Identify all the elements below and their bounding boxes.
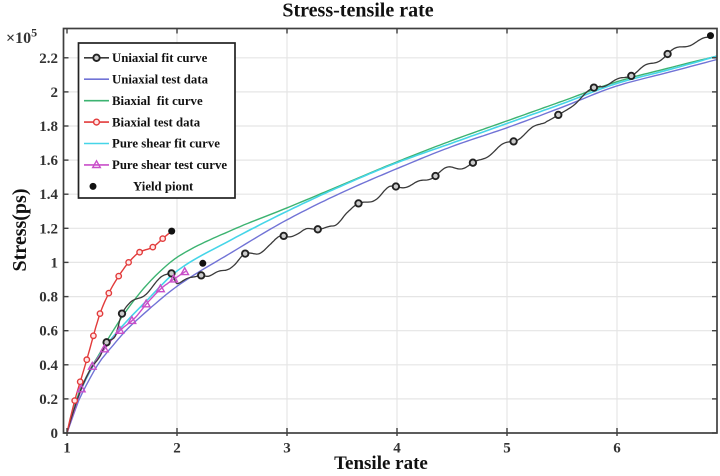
- svg-text:×105: ×105: [6, 26, 37, 48]
- svg-text:1.8: 1.8: [39, 119, 58, 135]
- svg-text:Biaxial test data: Biaxial test data: [112, 115, 201, 129]
- svg-text:1.6: 1.6: [39, 153, 58, 169]
- svg-text:Pure shear test curve: Pure shear test curve: [112, 158, 227, 172]
- svg-text:0.4: 0.4: [39, 358, 58, 374]
- svg-text:Stress(ps): Stress(ps): [9, 189, 31, 272]
- svg-text:1: 1: [51, 255, 59, 271]
- svg-text:0.2: 0.2: [39, 392, 58, 408]
- svg-text:4: 4: [393, 441, 401, 457]
- svg-text:2: 2: [51, 85, 59, 101]
- svg-text:6: 6: [613, 441, 621, 457]
- svg-text:2.2: 2.2: [39, 51, 58, 67]
- svg-text:0.8: 0.8: [39, 290, 58, 306]
- svg-text:1: 1: [63, 441, 71, 457]
- svg-text:Yield piont: Yield piont: [133, 180, 194, 194]
- svg-text:Stress-tensile rate: Stress-tensile rate: [282, 0, 433, 22]
- svg-text:Uniaxial fit curve: Uniaxial fit curve: [112, 51, 208, 65]
- svg-text:0: 0: [51, 426, 59, 442]
- svg-text:Uniaxial test data: Uniaxial test data: [112, 72, 209, 86]
- svg-text:2: 2: [173, 441, 181, 457]
- svg-text:0.6: 0.6: [39, 324, 58, 340]
- svg-text:Biaxial fit curve: Biaxial fit curve: [112, 94, 203, 108]
- svg-text:5: 5: [503, 441, 511, 457]
- svg-text:Tensile rate: Tensile rate: [334, 453, 428, 471]
- svg-text:Pure shear fit curve: Pure shear fit curve: [112, 137, 220, 151]
- svg-text:1.2: 1.2: [39, 221, 58, 237]
- svg-text:3: 3: [283, 441, 291, 457]
- svg-text:1.4: 1.4: [39, 187, 58, 203]
